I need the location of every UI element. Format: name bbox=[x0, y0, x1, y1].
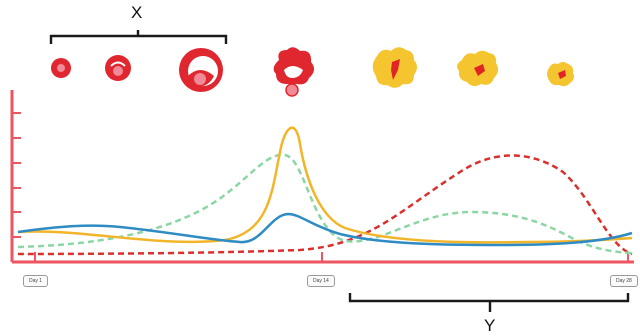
corpus-luteum-early-icon bbox=[372, 47, 417, 88]
day-14-label: Day 14 bbox=[307, 275, 335, 287]
hormone-curve-blue bbox=[17, 212, 633, 247]
corpus-luteum-mid-icon bbox=[457, 50, 499, 87]
bracket-y-label: Y bbox=[484, 316, 496, 335]
mature-follicle-icon bbox=[179, 48, 223, 92]
bracket-y bbox=[348, 293, 630, 312]
bracket-x bbox=[49, 30, 228, 44]
hormone-curve-orange bbox=[17, 126, 633, 244]
hormone-curve-red-dashed bbox=[17, 154, 633, 256]
primary-follicle-icon bbox=[105, 55, 131, 81]
day-28-label: Day 28 bbox=[610, 275, 638, 287]
y-axis-ticks bbox=[12, 112, 21, 238]
bracket-x-label: X bbox=[131, 3, 143, 22]
ovulation-follicle-icon bbox=[273, 47, 315, 97]
hormone-curve-green-dashed bbox=[17, 153, 633, 255]
corpus-luteum-late-icon bbox=[547, 62, 574, 87]
primordial-follicle-icon bbox=[51, 58, 71, 78]
day-1-label: Day 1 bbox=[23, 275, 49, 287]
